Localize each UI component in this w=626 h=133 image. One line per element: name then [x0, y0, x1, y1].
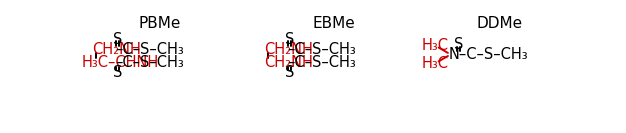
Text: –C–S–CH₃: –C–S–CH₃ — [115, 42, 184, 57]
Text: –C–S–CH₃: –C–S–CH₃ — [287, 42, 356, 57]
Text: S: S — [454, 37, 463, 52]
Text: PBMe: PBMe — [138, 16, 181, 31]
Text: –C–S–CH₃: –C–S–CH₃ — [287, 55, 356, 70]
Text: H₃C: H₃C — [421, 56, 449, 71]
Text: EBMe: EBMe — [312, 16, 356, 31]
Text: S: S — [285, 32, 294, 47]
Text: CH₂NH: CH₂NH — [264, 42, 313, 57]
Text: S: S — [285, 65, 294, 80]
Text: –C–S–CH₃: –C–S–CH₃ — [115, 55, 184, 70]
Text: CH₂NH: CH₂NH — [92, 42, 141, 57]
Text: H₃C–CHNH: H₃C–CHNH — [81, 55, 158, 70]
Text: S: S — [113, 32, 123, 47]
Text: CH₂NH: CH₂NH — [264, 55, 313, 70]
Text: DDMe: DDMe — [476, 16, 522, 31]
Text: H₃C: H₃C — [421, 38, 449, 53]
Text: S: S — [113, 65, 123, 80]
Text: N–C–S–CH₃: N–C–S–CH₃ — [449, 47, 528, 62]
